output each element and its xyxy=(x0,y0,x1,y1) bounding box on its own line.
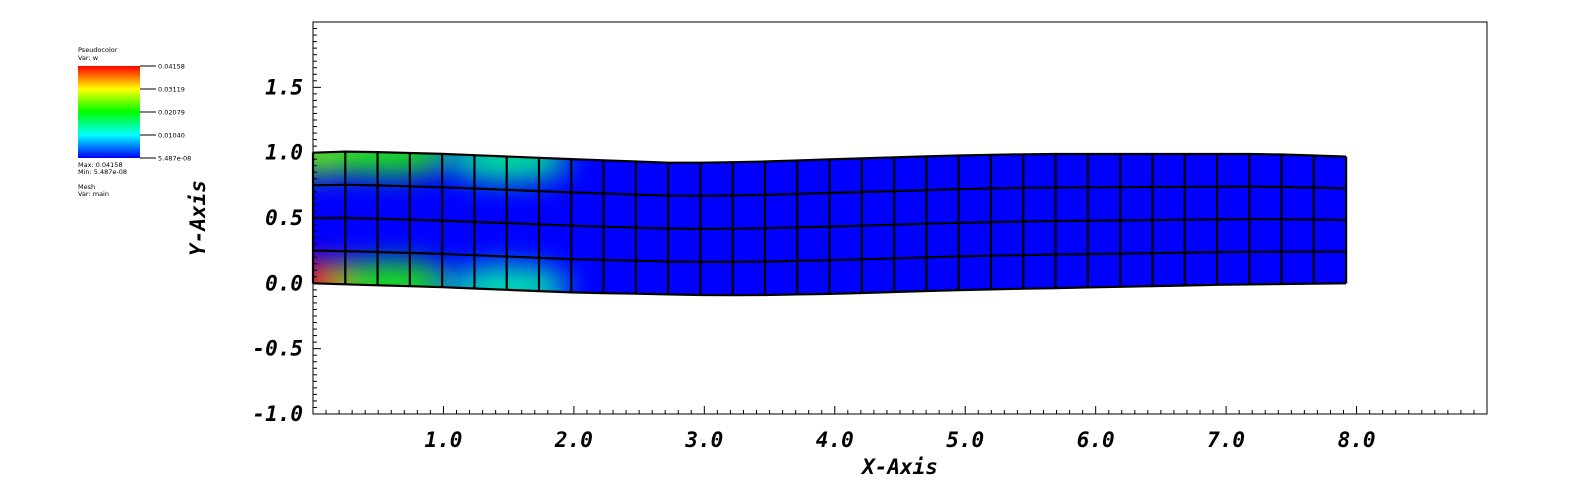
x-tick-label: 5.0 xyxy=(946,428,984,452)
legend-mesh-var-label: Var: main xyxy=(78,190,109,198)
x-axis-ticks: 1.0 2.0 3.0 4.0 5.0 6.0 7.0 8.0 xyxy=(312,406,1488,452)
legend-plot-title: Pseudocolor xyxy=(78,46,118,54)
mesh-row-line xyxy=(312,282,1347,297)
x-tick-label: 4.0 xyxy=(816,428,854,452)
x-tick-label: 6.0 xyxy=(1077,428,1115,452)
mesh-lines xyxy=(311,150,1348,297)
y-tick-label: -0.5 xyxy=(252,337,303,361)
y-tick-label: 0.0 xyxy=(265,271,303,295)
x-tick-label: 3.0 xyxy=(684,428,723,452)
legend-mesh-title: Mesh xyxy=(78,183,95,191)
colorbar-ticks: 0.04158 0.03119 0.02079 0.01040 5.487e-08 xyxy=(140,63,191,163)
x-axis-title: X-Axis xyxy=(860,455,938,479)
y-tick-label: 1.5 xyxy=(265,75,303,99)
x-tick-label: 8.0 xyxy=(1338,428,1376,452)
x-tick-label: 1.0 xyxy=(424,428,462,452)
legend-min-label: Min: 5.487e-08 xyxy=(78,168,127,176)
mesh-field xyxy=(311,150,1348,297)
x-tick-label: 2.0 xyxy=(554,428,593,452)
legend-var-label: Var: w xyxy=(78,54,99,62)
colorbar-tick-label: 0.03119 xyxy=(158,86,185,94)
y-axis-title: Y-Axis xyxy=(186,180,210,256)
colorbar-tick-label: 0.04158 xyxy=(158,63,185,71)
colorbar-tick-label: 0.02079 xyxy=(158,109,185,117)
y-tick-label: -1.0 xyxy=(252,402,303,426)
axes: 1.0 2.0 3.0 4.0 5.0 6.0 7.0 8.0 1.5 1.0 0.5 0.0 -0.… xyxy=(186,21,1488,479)
y-tick-label: 0.5 xyxy=(265,206,303,230)
y-axis-ticks: 1.5 1.0 0.5 0.0 -0.5 -1.0 xyxy=(252,21,321,426)
x-tick-label: 7.0 xyxy=(1207,428,1245,452)
legend-max-label: Max: 0.04158 xyxy=(78,161,123,169)
y-tick-label: 1.0 xyxy=(265,141,303,165)
colorbar xyxy=(78,66,140,158)
legend: Pseudocolor Var: w 0.04158 0.03119 0.02079… xyxy=(78,46,191,198)
colorbar-tick-label: 0.01040 xyxy=(158,132,185,140)
colorbar-tick-label: 5.487e-08 xyxy=(158,155,191,163)
